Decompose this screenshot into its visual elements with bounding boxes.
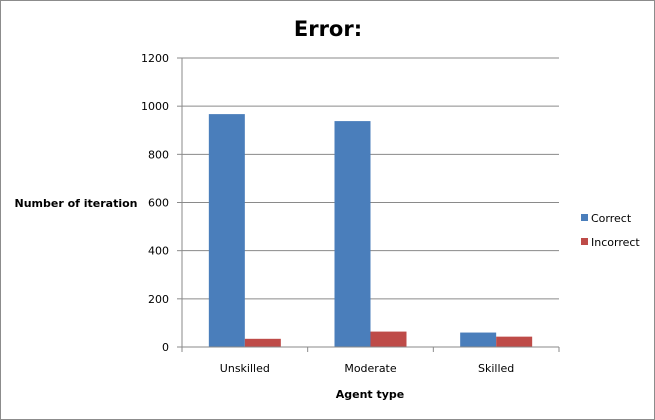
y-tick-label: 400 [148,245,169,258]
legend-label-incorrect: Incorrect [591,236,640,249]
axes [181,58,559,348]
bar-incorrect-moderate [370,331,407,347]
legend: Correct Incorrect [581,212,640,249]
y-tick-label: 0 [162,341,169,354]
y-tick-label: 200 [148,293,169,306]
bar-correct-moderate [334,121,371,348]
bars [208,114,533,348]
chart-title: Error: [294,17,362,41]
y-tick-label: 1000 [141,100,169,113]
x-axis-label: Agent type [336,388,405,401]
legend-swatch-incorrect [581,238,588,245]
x-axis-ticks: Unskilled Moderate Skilled [181,347,560,375]
x-tick-label: Unskilled [220,362,270,375]
bar-correct-unskilled [208,114,245,347]
bar-correct-skilled [460,332,497,347]
y-tick-label: 600 [148,197,169,210]
x-tick-label: Skilled [478,362,514,375]
y-axis-label: Number of iteration [14,197,137,210]
y-tick-label: 1200 [141,52,169,65]
legend-label-correct: Correct [591,212,632,225]
bar-incorrect-unskilled [244,338,281,347]
y-tick-label: 800 [148,148,169,161]
legend-swatch-correct [581,214,588,221]
y-axis-ticks: 0 200 400 600 800 1000 1200 [141,52,182,354]
x-tick-label: Moderate [344,362,397,375]
bar-incorrect-skilled [496,336,533,347]
